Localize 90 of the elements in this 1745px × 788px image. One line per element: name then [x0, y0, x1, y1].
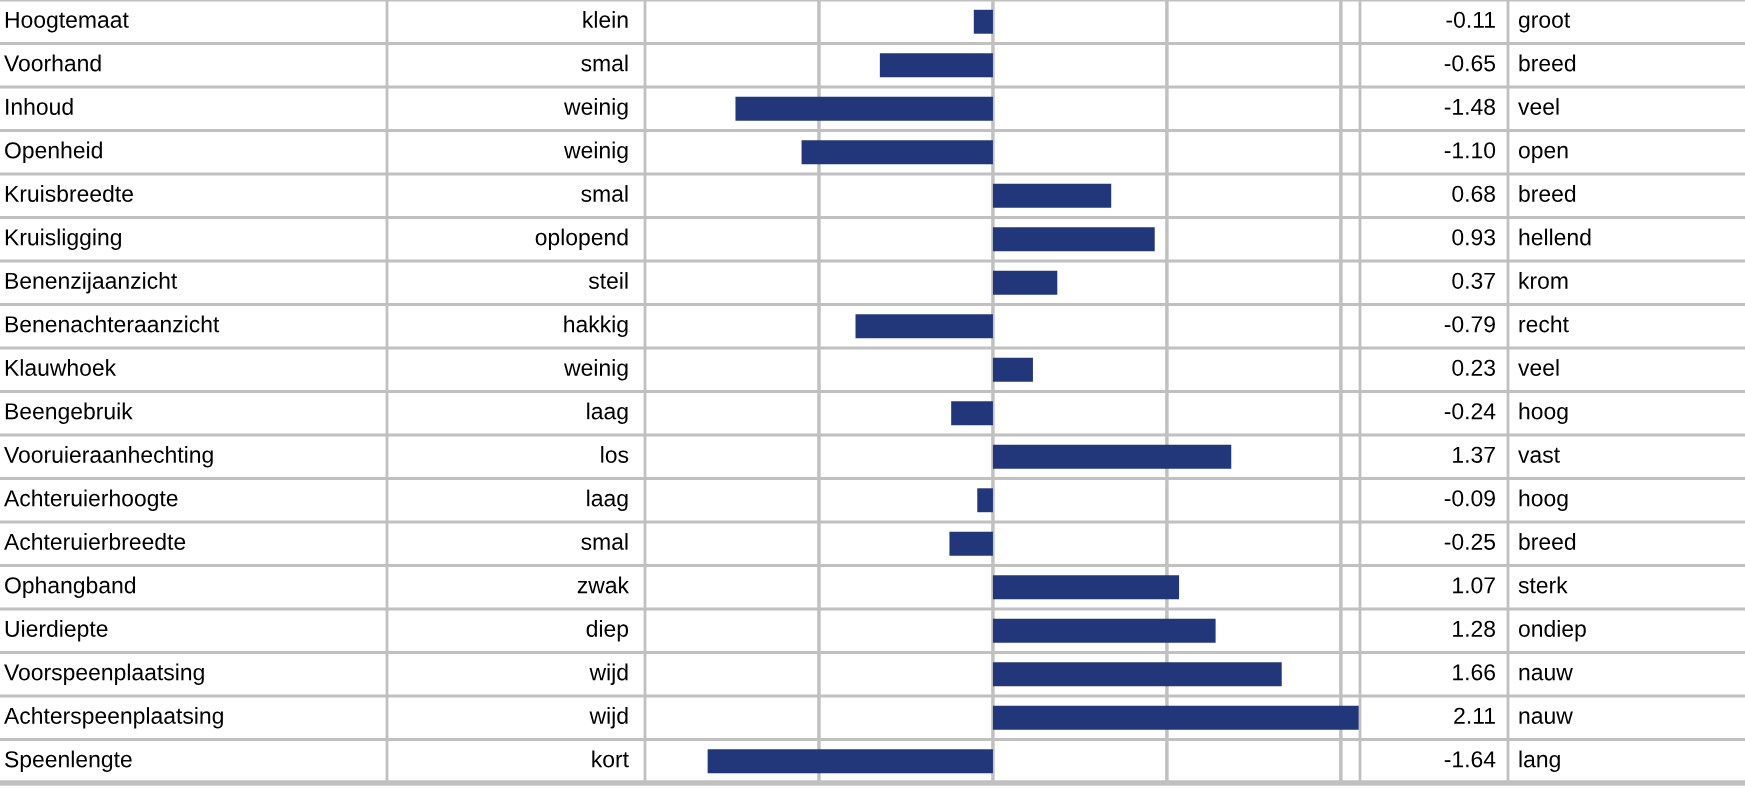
text: smal	[581, 533, 628, 550]
text: vast	[1518, 447, 1560, 463]
y-tick-label: Achterspeenplaatsing	[4, 707, 223, 729]
y-tick-label: Speenlengte	[5, 750, 132, 772]
text: kort	[592, 750, 629, 768]
data-label: -0.79	[1444, 316, 1495, 333]
y-tick-label: Benenachteraanzicht	[5, 315, 220, 333]
y-tick-label: Achteruierhoogte	[4, 489, 178, 511]
text: veel	[1518, 98, 1559, 115]
data-label: 2.11	[1454, 707, 1495, 724]
text: breed	[1519, 185, 1576, 202]
bar	[977, 488, 993, 513]
data-label: -0.11	[1446, 11, 1495, 28]
bar	[992, 357, 1033, 382]
text: weinig	[564, 141, 628, 163]
data-label: 0.93	[1452, 229, 1495, 246]
bar	[992, 618, 1216, 643]
data-label: -0.65	[1444, 55, 1496, 72]
bar	[855, 314, 993, 339]
y-tick-label: Benenzijaanzicht	[5, 272, 178, 294]
data-label: -0.09	[1444, 490, 1495, 507]
y-tick-label: Inhoud	[6, 98, 73, 115]
y-tick-label: Beengebruik	[5, 402, 133, 424]
text: krom	[1519, 272, 1568, 289]
data-label: -1.10	[1444, 142, 1496, 159]
data-label: 0.68	[1452, 185, 1496, 202]
y-tick-label: Voorhand	[4, 54, 101, 72]
text: weinig	[564, 359, 628, 381]
text: breed	[1519, 54, 1576, 72]
bar	[879, 53, 993, 78]
y-tick-label: Uierdiepte	[5, 620, 108, 642]
bar	[992, 270, 1058, 295]
text: weinig	[564, 98, 628, 120]
text: open	[1518, 145, 1568, 163]
bar	[735, 96, 993, 121]
bar	[973, 9, 993, 34]
text: hoog	[1519, 402, 1568, 424]
data-label: -0.25	[1444, 533, 1496, 550]
text: wijd	[589, 707, 628, 729]
y-tick-label: Hoogtemaat	[5, 11, 129, 33]
text: breed	[1519, 533, 1576, 550]
y-tick-label: Openheid	[5, 141, 102, 163]
y-tick-label: Voorspeenplaatsing	[4, 663, 204, 685]
text: zwak	[577, 576, 630, 594]
text: laag	[587, 402, 628, 424]
text: hellend	[1519, 228, 1591, 246]
text: groot	[1518, 12, 1571, 33]
text: recht	[1519, 315, 1569, 333]
data-label: 0.37	[1452, 272, 1495, 289]
text: nauw	[1519, 667, 1573, 681]
text: sterk	[1518, 576, 1568, 594]
bar	[992, 183, 1112, 208]
text: los	[601, 446, 629, 463]
data-label: 1.37	[1453, 446, 1495, 463]
text: steil	[588, 272, 628, 289]
y-tick-label: Kruisligging	[5, 228, 121, 250]
data-label: -0.24	[1444, 403, 1496, 420]
y-tick-label: Klauwhoek	[5, 359, 117, 376]
bar	[707, 749, 993, 774]
text: nauw	[1519, 711, 1573, 724]
bar	[951, 401, 993, 426]
data-label: 1.66	[1453, 664, 1495, 681]
text: ondiep	[1518, 620, 1586, 642]
text: hakkig	[564, 315, 628, 337]
bar	[992, 705, 1360, 730]
bar	[992, 444, 1232, 469]
text: laag	[587, 489, 628, 511]
text: smal	[581, 54, 628, 72]
text: veel	[1518, 359, 1559, 376]
data-label: -1.64	[1444, 751, 1496, 768]
text: diep	[586, 620, 629, 642]
data-label: -1.48	[1444, 98, 1496, 115]
bar	[801, 140, 993, 165]
bar	[992, 662, 1282, 687]
bar	[949, 531, 993, 556]
data-label: 1.28	[1453, 620, 1496, 637]
text: wijd	[589, 663, 628, 685]
y-tick-label: Achteruierbreedte	[4, 533, 186, 550]
text: klein	[583, 11, 628, 28]
y-tick-label: Kruisbreedte	[5, 185, 133, 202]
bar	[992, 575, 1180, 600]
bar	[992, 227, 1155, 252]
text: lang	[1519, 750, 1560, 772]
y-tick-label: Vooruieraanhechting	[4, 446, 213, 468]
text: smal	[581, 185, 628, 202]
data-label: 0.23	[1452, 359, 1495, 376]
text: oplopend	[535, 228, 628, 250]
text: hoog	[1519, 489, 1568, 511]
y-tick-label: Ophangband	[5, 576, 136, 598]
data-label: 1.07	[1453, 577, 1495, 594]
